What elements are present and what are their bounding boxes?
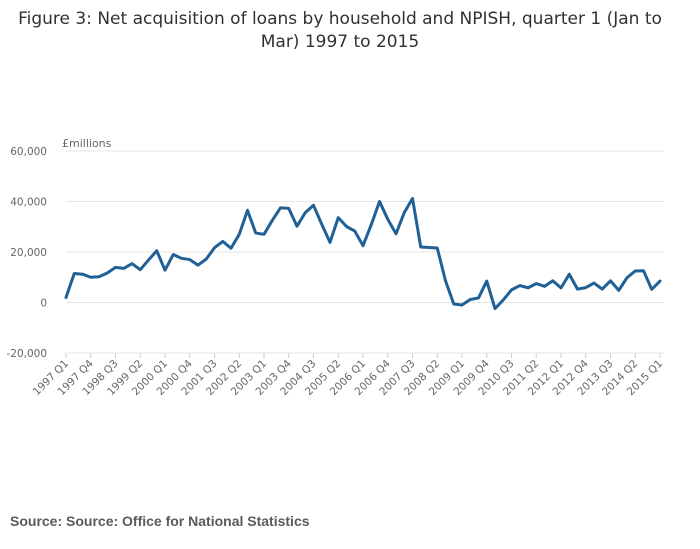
y-tick-label: 20,000 [10, 247, 47, 259]
gridlines [66, 150, 664, 354]
y-tick-label: 40,000 [10, 197, 47, 209]
y-axis-ticks: -20,000 0 20,000 40,000 60,000 [6, 146, 47, 360]
series-line-path [64, 196, 662, 311]
y-tick-label: -20,000 [6, 348, 47, 360]
source-note: Source: Source: Office for National Stat… [10, 513, 310, 529]
y-tick-label: 0 [40, 298, 47, 310]
series-line [64, 196, 662, 311]
y-axis-unit-label: £millions [62, 137, 112, 150]
y-tick-label: 60,000 [10, 146, 47, 158]
chart-title: Figure 3: Net acquisition of loans by ho… [18, 9, 662, 52]
